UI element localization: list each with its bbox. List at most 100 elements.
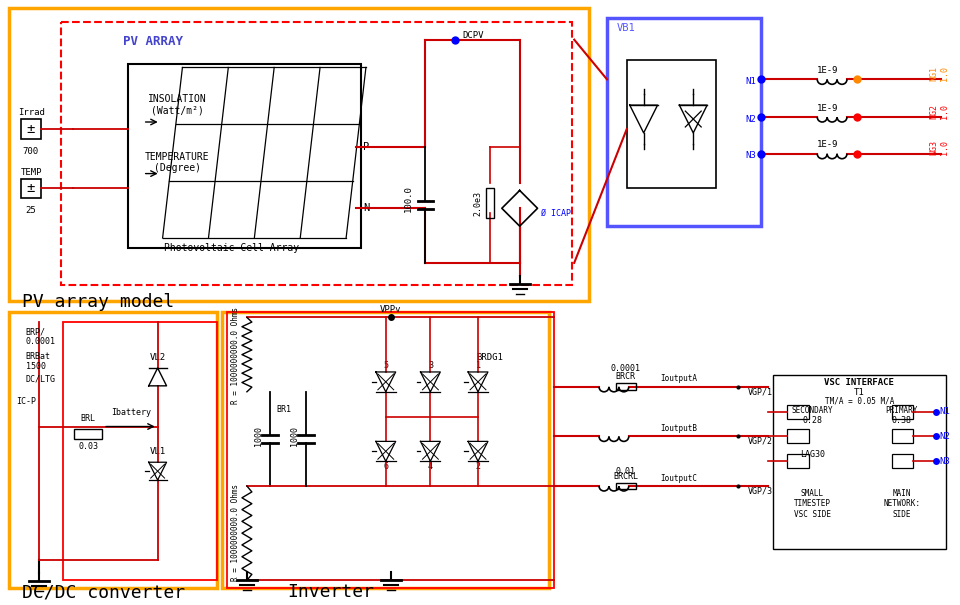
Text: VPPv: VPPv (380, 305, 401, 314)
Text: DC/LTG: DC/LTG (26, 375, 56, 384)
Text: (Watt/m²): (Watt/m²) (151, 105, 204, 115)
Text: VSC INTERFACE: VSC INTERFACE (825, 378, 895, 387)
Text: ±: ± (27, 122, 35, 136)
Text: BRBat: BRBat (26, 352, 51, 361)
Text: BRL: BRL (81, 414, 96, 423)
Text: 1: 1 (475, 361, 481, 370)
Text: Inverter: Inverter (288, 583, 374, 601)
Text: 3: 3 (428, 361, 433, 370)
Text: N2: N2 (745, 114, 756, 123)
Text: N3: N3 (939, 457, 950, 466)
Text: Irrad: Irrad (18, 108, 45, 117)
Text: VGP/1: VGP/1 (748, 387, 773, 396)
Text: 0.03: 0.03 (78, 442, 98, 451)
Text: T1: T1 (854, 388, 865, 397)
Text: NG2: NG2 (930, 103, 939, 119)
Bar (773, 375, 947, 549)
Text: SECONDARY: SECONDARY (791, 406, 833, 415)
Text: IoutputA: IoutputA (660, 374, 697, 384)
Bar (892, 430, 914, 443)
Bar (607, 18, 760, 226)
Bar (74, 430, 102, 439)
Text: BR1: BR1 (276, 405, 291, 414)
Bar (616, 384, 636, 390)
Text: P: P (363, 142, 370, 152)
Text: VGP/2: VGP/2 (748, 437, 773, 446)
Text: TEMPERATURE: TEMPERATURE (145, 152, 210, 162)
Text: PV array model: PV array model (22, 293, 174, 310)
Text: 1.0: 1.0 (940, 103, 948, 119)
Text: 0.0001: 0.0001 (26, 337, 56, 346)
Text: IoutputB: IoutputB (660, 424, 697, 433)
Text: ±: ± (27, 182, 35, 195)
Text: 700: 700 (23, 147, 38, 156)
Bar (61, 22, 572, 285)
Text: DCPV: DCPV (462, 31, 484, 40)
Text: Ø ICAP: Ø ICAP (541, 209, 571, 218)
Text: 6: 6 (383, 462, 388, 471)
Text: VL1: VL1 (150, 447, 166, 456)
Text: PV ARRAY: PV ARRAY (123, 35, 183, 48)
Text: 4: 4 (428, 462, 433, 471)
Text: PRIMARY: PRIMARY (885, 406, 918, 415)
Text: 1.0: 1.0 (940, 66, 948, 81)
Text: N: N (363, 203, 370, 214)
Text: (Degree): (Degree) (154, 163, 201, 172)
Bar (222, 312, 549, 588)
Text: R = 1000000000.0 Ohms: R = 1000000000.0 Ohms (231, 307, 240, 404)
Bar (21, 119, 40, 139)
Text: BRP/: BRP/ (26, 327, 46, 336)
Text: DC/DC converter: DC/DC converter (22, 583, 185, 601)
Text: 2: 2 (475, 462, 481, 471)
Text: NG3: NG3 (930, 140, 939, 155)
Text: Photovoltaic Cell Array: Photovoltaic Cell Array (164, 243, 300, 253)
Text: 5: 5 (383, 361, 388, 370)
Text: IC-P: IC-P (15, 397, 36, 406)
Text: SMALL
TIMESTEP
VSC SIDE: SMALL TIMESTEP VSC SIDE (794, 489, 830, 518)
Text: 0.38: 0.38 (892, 416, 912, 425)
Text: 0.0001: 0.0001 (611, 364, 641, 373)
Text: INSOLATION: INSOLATION (148, 94, 206, 104)
Bar (228, 312, 554, 588)
Text: Ibattery: Ibattery (111, 408, 151, 417)
Text: VB1: VB1 (617, 23, 636, 33)
Text: 1500: 1500 (26, 362, 46, 371)
Text: IoutputC: IoutputC (660, 474, 697, 483)
Text: R = 1000000000.0 Ohms: R = 1000000000.0 Ohms (231, 484, 240, 581)
Bar (616, 483, 636, 489)
Bar (21, 178, 40, 198)
Text: 0.01: 0.01 (615, 466, 636, 476)
Bar (63, 322, 217, 580)
Text: TM/A = 0.05 M/A: TM/A = 0.05 M/A (825, 396, 894, 405)
Text: 0.28: 0.28 (803, 416, 823, 425)
Text: NG1: NG1 (930, 66, 939, 81)
Bar (9, 312, 217, 588)
Text: N3: N3 (745, 151, 756, 160)
Text: 1E-9: 1E-9 (817, 103, 839, 113)
Text: 1.0: 1.0 (940, 140, 948, 155)
Text: MAIN
NETWORK:
SIDE: MAIN NETWORK: SIDE (883, 489, 920, 518)
Text: N2: N2 (939, 432, 950, 441)
Text: BRCRL: BRCRL (613, 472, 638, 480)
Text: BRCR: BRCR (615, 373, 636, 381)
Bar (486, 189, 493, 218)
Bar (627, 59, 716, 189)
Bar (787, 454, 809, 468)
Text: N1: N1 (939, 407, 950, 416)
Text: 100.0: 100.0 (403, 185, 413, 212)
Text: 1000: 1000 (291, 427, 300, 446)
Bar (892, 454, 914, 468)
Text: N1: N1 (745, 77, 756, 86)
Text: TEMP: TEMP (21, 168, 42, 177)
Text: 1E-9: 1E-9 (817, 140, 839, 149)
Text: 1E-9: 1E-9 (817, 66, 839, 75)
Bar (9, 8, 589, 301)
Bar (787, 430, 809, 443)
Bar (128, 65, 361, 248)
Bar (892, 405, 914, 419)
Text: VL2: VL2 (150, 353, 166, 362)
Text: LAG30: LAG30 (800, 450, 825, 459)
Text: 2.0e3: 2.0e3 (473, 191, 482, 216)
Bar (787, 405, 809, 419)
Text: VGP/3: VGP/3 (748, 486, 773, 495)
